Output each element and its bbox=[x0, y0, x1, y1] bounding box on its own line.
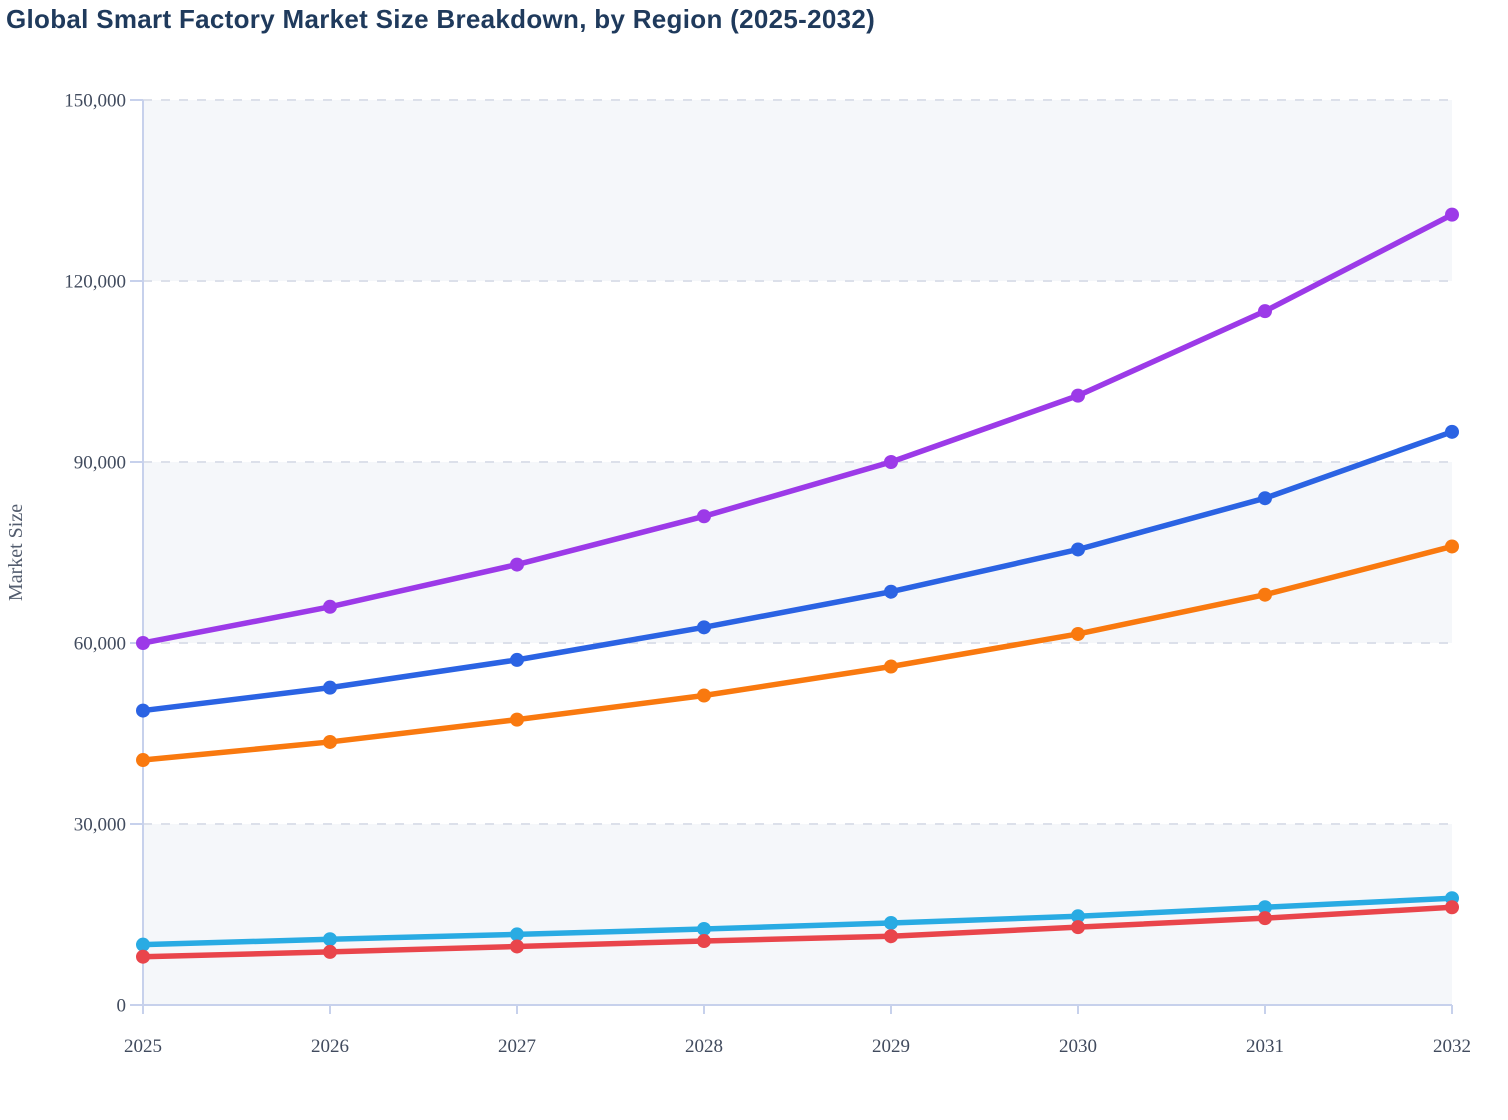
data-point-blue-series-2027[interactable] bbox=[510, 652, 524, 667]
data-point-orange-series-2027[interactable] bbox=[510, 712, 524, 727]
data-point-purple-series-2031[interactable] bbox=[1258, 304, 1272, 319]
data-point-purple-series-2028[interactable] bbox=[697, 509, 711, 524]
x-tick-label-2031: 2031 bbox=[1246, 1036, 1284, 1057]
x-tick-label-2026: 2026 bbox=[311, 1036, 349, 1057]
data-point-red-series-2030[interactable] bbox=[1071, 920, 1085, 935]
plot-band-120000-150000 bbox=[143, 100, 1452, 281]
x-tick-label-2029: 2029 bbox=[872, 1036, 910, 1057]
x-tick-label-2025: 2025 bbox=[124, 1036, 162, 1057]
data-point-cyan-series-2031[interactable] bbox=[1258, 900, 1272, 915]
plot-band-0-30000 bbox=[143, 824, 1452, 1005]
y-tick-label-30000: 30,000 bbox=[74, 814, 126, 835]
x-tick-label-2027: 2027 bbox=[498, 1036, 536, 1057]
data-point-orange-series-2028[interactable] bbox=[697, 688, 711, 703]
data-point-cyan-series-2027[interactable] bbox=[510, 927, 524, 942]
y-tick-label-0: 0 bbox=[117, 995, 127, 1016]
chart-title: Global Smart Factory Market Size Breakdo… bbox=[6, 4, 876, 34]
data-point-cyan-series-2025[interactable] bbox=[136, 937, 150, 952]
data-point-red-series-2029[interactable] bbox=[884, 929, 898, 944]
plot-band-90000-120000 bbox=[143, 281, 1452, 462]
data-point-blue-series-2025[interactable] bbox=[136, 703, 150, 718]
plot-band-60000-90000 bbox=[143, 462, 1452, 643]
data-point-blue-series-2028[interactable] bbox=[697, 620, 711, 635]
data-point-red-series-2028[interactable] bbox=[697, 934, 711, 949]
data-point-cyan-series-2028[interactable] bbox=[697, 921, 711, 936]
data-point-orange-series-2025[interactable] bbox=[136, 753, 150, 768]
data-point-blue-series-2026[interactable] bbox=[323, 680, 337, 695]
data-point-red-series-2026[interactable] bbox=[323, 944, 337, 959]
data-point-blue-series-2030[interactable] bbox=[1071, 542, 1085, 557]
data-point-purple-series-2029[interactable] bbox=[884, 455, 898, 469]
data-point-purple-series-2027[interactable] bbox=[510, 557, 524, 572]
data-point-red-series-2032[interactable] bbox=[1445, 900, 1459, 915]
data-point-red-series-2025[interactable] bbox=[136, 949, 150, 964]
y-tick-label-90000: 90,000 bbox=[74, 452, 126, 473]
data-point-orange-series-2029[interactable] bbox=[884, 659, 898, 674]
data-point-purple-series-2025[interactable] bbox=[136, 636, 150, 650]
y-tick-label-60000: 60,000 bbox=[74, 633, 126, 654]
series-line-orange-series[interactable] bbox=[140, 543, 1455, 763]
series-line-blue-series[interactable] bbox=[140, 429, 1455, 714]
data-point-blue-series-2032[interactable] bbox=[1445, 424, 1459, 439]
series-line-purple-series[interactable] bbox=[140, 211, 1455, 646]
data-point-blue-series-2031[interactable] bbox=[1258, 491, 1272, 506]
data-point-blue-series-2029[interactable] bbox=[884, 584, 898, 599]
data-point-purple-series-2030[interactable] bbox=[1071, 388, 1085, 403]
data-point-orange-series-2030[interactable] bbox=[1071, 626, 1085, 641]
data-point-cyan-series-2026[interactable] bbox=[323, 932, 337, 947]
y-axis-title: Market Size bbox=[5, 504, 27, 601]
series-line-cyan-series[interactable] bbox=[140, 895, 1455, 948]
y-tick-label-120000: 120,000 bbox=[64, 271, 126, 292]
data-point-orange-series-2026[interactable] bbox=[323, 734, 337, 749]
data-point-purple-series-2026[interactable] bbox=[323, 599, 337, 614]
data-point-orange-series-2032[interactable] bbox=[1445, 539, 1459, 554]
x-tick-label-2030: 2030 bbox=[1059, 1036, 1097, 1057]
data-point-cyan-series-2030[interactable] bbox=[1071, 909, 1085, 924]
x-tick-label-2028: 2028 bbox=[685, 1036, 723, 1057]
series-line-red-series[interactable] bbox=[140, 904, 1455, 960]
x-tick-label-2032: 2032 bbox=[1433, 1036, 1471, 1057]
y-tick-label-150000: 150,000 bbox=[64, 90, 126, 111]
plot-band-30000-60000 bbox=[143, 643, 1452, 824]
data-point-cyan-series-2029[interactable] bbox=[884, 915, 898, 930]
data-point-orange-series-2031[interactable] bbox=[1258, 587, 1272, 602]
data-point-purple-series-2032[interactable] bbox=[1445, 207, 1459, 222]
data-point-red-series-2031[interactable] bbox=[1258, 911, 1272, 926]
data-point-red-series-2027[interactable] bbox=[510, 939, 524, 954]
